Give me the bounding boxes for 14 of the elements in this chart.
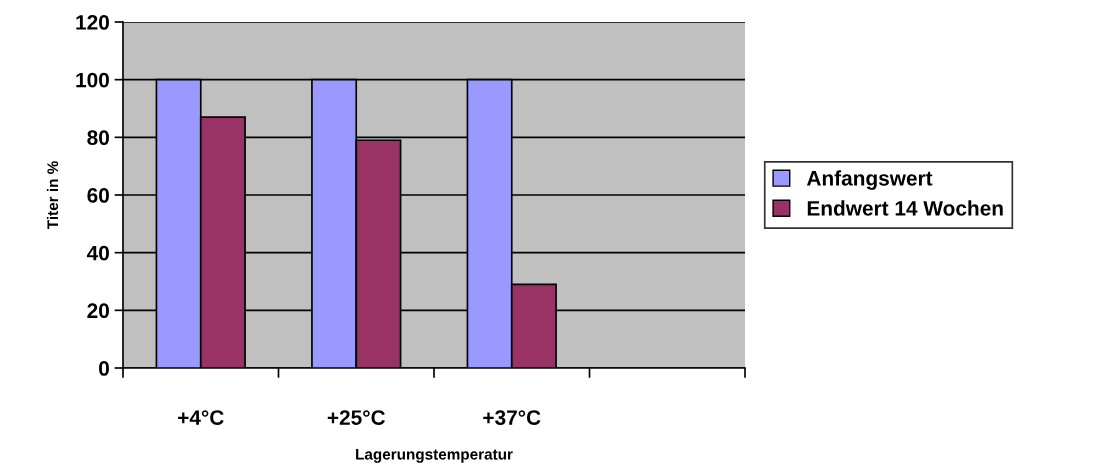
y-tick-label: 120 xyxy=(76,15,109,30)
x-tick-label: +25°C xyxy=(327,410,386,425)
legend-label: Anfangswert xyxy=(806,170,933,190)
x-tick-label: +4°C xyxy=(178,410,224,425)
y-axis-title: Titer in % xyxy=(46,161,59,230)
x-axis-title: Lagerungstemperatur xyxy=(356,449,513,463)
y-tick-label: 0 xyxy=(99,361,109,376)
y-tick-label: 80 xyxy=(87,130,109,146)
y-tick-label: 20 xyxy=(87,303,109,319)
y-tick-label: 40 xyxy=(86,245,109,261)
legend-label: Endwert 14 Wochen xyxy=(807,200,1003,216)
y-tick-label: 60 xyxy=(87,188,109,203)
x-tick-label: +37°C xyxy=(483,410,541,425)
y-tick-label: 100 xyxy=(76,72,109,88)
